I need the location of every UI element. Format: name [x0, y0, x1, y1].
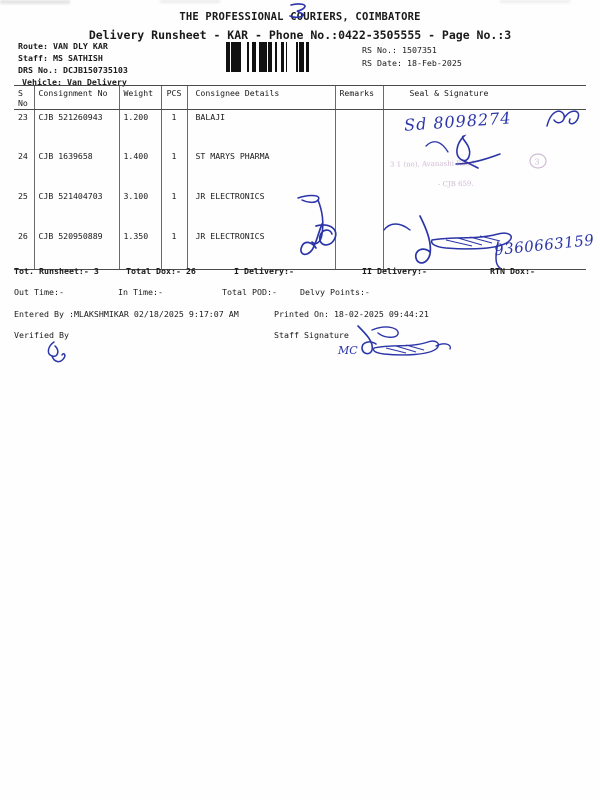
cell-consignee: JR ELECTRONICS	[186, 229, 335, 270]
cell-consignee: BALAJI	[186, 109, 335, 149]
table-row: 26 CJB 520950889 1.350 1 JR ELECTRONICS	[14, 229, 586, 270]
cell-consignee: JR ELECTRONICS	[186, 189, 335, 229]
total-pod: Total POD:-	[222, 287, 277, 297]
scan-smudge-top-left	[0, 0, 70, 4]
handwritten-staff-initials: MC	[338, 344, 358, 357]
scan-smudge-top-right	[500, 0, 570, 3]
cell-consignee: ST MARYS PHARMA	[186, 149, 335, 189]
cell-pcs: 1	[160, 229, 187, 270]
cell-sno: 23	[18, 111, 28, 122]
cell-consignment: CJB 521260943	[33, 109, 119, 149]
cell-sno: 25	[18, 191, 28, 201]
ii-delivery: II Delivery:-	[362, 266, 427, 276]
drs-no-label: DRS No.: DCJB150735103	[18, 65, 128, 75]
i-delivery: I Delivery:-	[234, 266, 294, 276]
table-row: 23 CJB 521260943 1.200 1 BALAJI	[14, 109, 586, 149]
rs-no-label: RS No.: 1507351	[362, 45, 437, 55]
scan-smudge-top-mid	[160, 0, 220, 3]
cell-seal	[382, 149, 586, 189]
page-title: Delivery Runsheet - KAR - Phone No.:0422…	[88, 28, 512, 42]
cell-remarks	[334, 229, 383, 270]
col-header-seal: Seal & Signature	[382, 85, 586, 110]
verified-by: Verified By	[14, 330, 69, 340]
cell-weight: 1.200	[118, 109, 161, 149]
cell-sno: 26	[14, 229, 34, 270]
cell-weight: 3.100	[118, 189, 161, 229]
cell-pcs: 1	[160, 189, 187, 229]
cell-seal	[382, 109, 586, 149]
cell-consignment: CJB 1639658	[33, 149, 119, 189]
col-header-sno: S No	[14, 85, 34, 110]
cell-remarks	[334, 109, 383, 149]
route-label: Route: VAN DLY KAR	[18, 41, 108, 51]
col-header-consignee: Consignee Details	[186, 85, 335, 110]
table-row: 25 CJB 521404703 3.100 1 JR ELECTRONICS	[14, 189, 586, 229]
total-dox: Total Dox:- 26	[126, 266, 196, 276]
staff-label: Staff: MS SATHISH	[18, 53, 103, 63]
col-header-pcs: PCS	[160, 85, 187, 110]
printed-on: Printed On: 18-02-2025 09:44:21	[274, 309, 429, 319]
cell-remarks	[334, 149, 383, 189]
in-time: In Time:-	[118, 287, 163, 297]
runsheet-barcode	[226, 42, 312, 72]
col-header-weight: Weight	[118, 85, 161, 110]
cell-seal	[382, 229, 586, 270]
cell-consignment: CJB 521404703	[33, 189, 119, 229]
staff-signature: Staff Signature	[274, 330, 349, 340]
cell-seal	[382, 189, 586, 229]
delvy-points: Delvy Points:-	[300, 287, 370, 297]
company-name: THE PROFESSIONAL COURIERS, COIMBATORE	[179, 11, 421, 23]
rs-date-label: RS Date: 18-Feb-2025	[362, 58, 462, 68]
vehicle-label: Vehicle: Van Delivery	[22, 77, 127, 87]
cell-weight: 1.400	[118, 149, 161, 189]
entered-by: Entered By :MLAKSHMIKAR 02/18/2025 9:17:…	[14, 309, 239, 319]
consignment-table: S No Consignment No Weight PCS Consignee…	[14, 85, 586, 270]
cell-pcs: 1	[160, 149, 187, 189]
handwritten-verified-signature	[40, 340, 74, 366]
cell-sno: 24	[18, 151, 28, 161]
tot-runsheet: Tot. Runsheet:- 3	[14, 266, 99, 276]
table-row: 24 CJB 1639658 1.400 1 ST MARYS PHARMA	[14, 149, 586, 189]
handwritten-staff-signature	[352, 322, 462, 368]
cell-consignment: CJB 520950889	[33, 229, 119, 270]
cell-weight: 1.350	[118, 229, 161, 270]
rtn-dox: RTN Dox:-	[490, 266, 535, 276]
out-time: Out Time:-	[14, 287, 64, 297]
cell-pcs: 1	[160, 109, 187, 149]
col-header-consignment: Consignment No	[33, 85, 119, 110]
cell-remarks	[334, 189, 383, 229]
col-header-remarks: Remarks	[334, 85, 383, 110]
